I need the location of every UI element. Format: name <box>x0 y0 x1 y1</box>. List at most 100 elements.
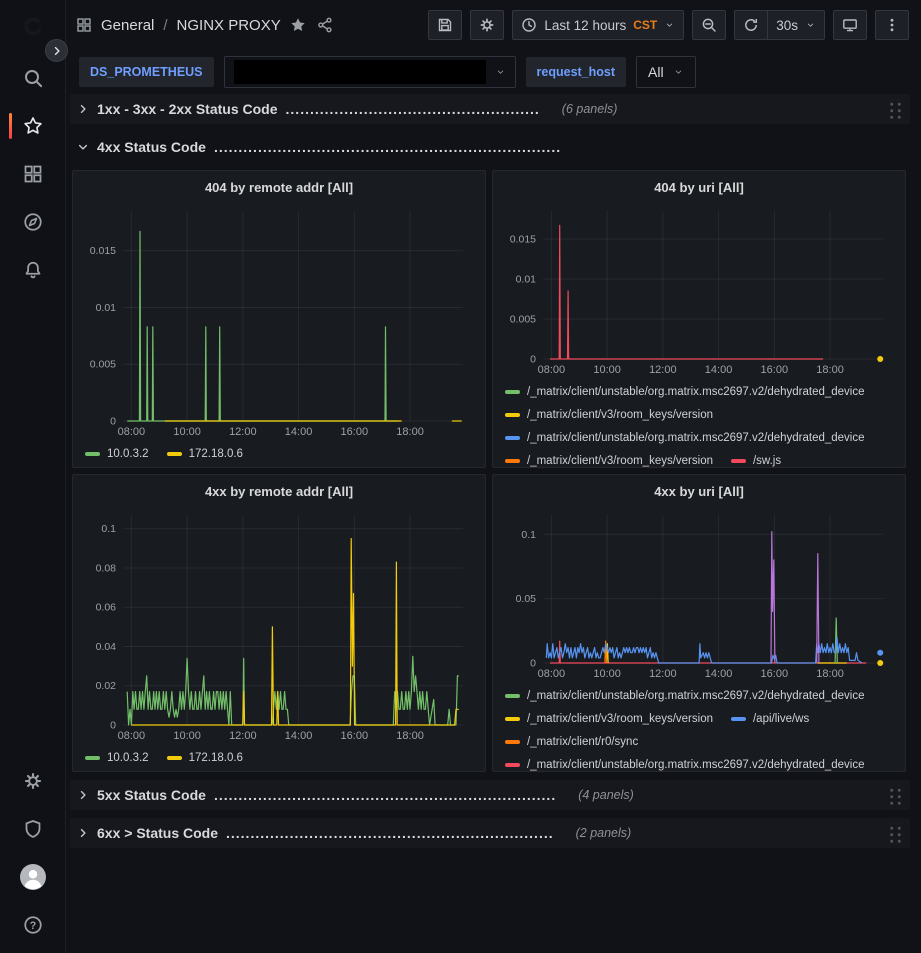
legend-item[interactable]: 172.18.0.6 <box>167 443 243 465</box>
panel-legend: 10.0.3.2 172.18.0.6 <box>81 745 477 769</box>
legend-swatch-icon <box>505 717 520 721</box>
save-dashboard-button[interactable] <box>428 10 462 40</box>
row-1xx-3xx-2xx[interactable]: 1xx - 3xx - 2xx Status Code ............… <box>70 94 910 124</box>
legend-swatch-icon <box>85 452 100 456</box>
sidebar-collapse-button[interactable] <box>45 39 68 62</box>
legend-label: /_matrix/client/unstable/org.matrix.msc2… <box>527 685 865 707</box>
legend-swatch-icon <box>505 740 520 744</box>
request-host-picker[interactable]: All <box>636 56 696 88</box>
variables-bar: DS_PROMETHEUS request_host All <box>67 50 921 94</box>
legend-swatch-icon <box>505 459 520 463</box>
sidebar-item-starred[interactable] <box>0 102 66 150</box>
legend-item[interactable]: /_matrix/client/unstable/org.matrix.msc2… <box>505 381 865 403</box>
row-5xx[interactable]: 5xx Status Code ........................… <box>70 780 910 810</box>
panel-title[interactable]: 404 by uri [All] <box>501 171 897 203</box>
svg-text:18:00: 18:00 <box>816 668 844 680</box>
datasource-picker[interactable] <box>224 56 516 88</box>
svg-text:10:00: 10:00 <box>173 730 201 742</box>
legend-item[interactable]: /_matrix/client/r0/sync <box>505 731 638 753</box>
time-range-picker[interactable]: Last 12 hours CST <box>512 10 684 40</box>
legend-item[interactable]: 10.0.3.2 <box>85 747 149 769</box>
legend-label: /_matrix/client/v3/room_keys/version <box>527 450 713 468</box>
chevron-right-icon <box>77 827 89 839</box>
sidebar-item-configuration[interactable] <box>0 757 66 805</box>
svg-text:0.08: 0.08 <box>96 562 117 574</box>
row-4xx[interactable]: 4xx Status Code ........................… <box>70 132 910 162</box>
panel-title[interactable]: 4xx by uri [All] <box>501 475 897 507</box>
legend-label: /sw.js <box>753 450 781 468</box>
chevron-down-icon <box>495 68 506 76</box>
breadcrumb-section[interactable]: General <box>101 17 154 34</box>
svg-text:14:00: 14:00 <box>285 730 313 742</box>
legend-swatch-icon <box>167 756 182 760</box>
grafana-logo[interactable] <box>17 10 49 42</box>
page-title: NGINX PROXY <box>177 17 281 34</box>
legend-item[interactable]: /_matrix/client/v3/room_keys/version <box>505 450 713 468</box>
panel-legend: 10.0.3.2 172.18.0.6 <box>81 441 477 465</box>
legend-item[interactable]: /_matrix/client/v3/room_keys/version <box>505 708 713 730</box>
sidebar-item-profile[interactable] <box>0 853 66 901</box>
svg-text:0: 0 <box>530 354 536 366</box>
clock-icon <box>521 17 537 33</box>
share-icon[interactable] <box>317 17 333 33</box>
time-series-chart[interactable]: 08:0010:0012:0014:0016:0018:0000.0050.01… <box>501 203 897 379</box>
tv-mode-button[interactable] <box>833 10 867 40</box>
legend-label: 172.18.0.6 <box>189 443 243 465</box>
magnifier-minus-icon <box>701 17 717 33</box>
panel-legend: /_matrix/client/unstable/org.matrix.msc2… <box>501 683 897 772</box>
svg-text:12:00: 12:00 <box>649 364 677 376</box>
legend-item[interactable]: /_matrix/client/v3/room_keys/version <box>505 404 713 426</box>
legend-item[interactable]: 10.0.3.2 <box>85 443 149 465</box>
panel-title[interactable]: 4xx by remote addr [All] <box>81 475 477 507</box>
drag-handle-icon[interactable] <box>887 823 902 843</box>
row-title: 4xx Status Code <box>97 139 206 155</box>
drag-handle-icon[interactable] <box>887 99 902 119</box>
legend-item[interactable]: /_matrix/client/unstable/org.matrix.msc2… <box>505 427 865 449</box>
more-options-button[interactable] <box>875 10 909 40</box>
legend-swatch-icon <box>505 763 520 767</box>
panel-404-by-uri: 404 by uri [All] 08:0010:0012:0014:0016:… <box>492 170 906 468</box>
refresh-button[interactable] <box>734 10 767 40</box>
legend-item[interactable]: /_matrix/client/unstable/org.matrix.msc2… <box>505 685 865 707</box>
shield-icon <box>23 819 43 839</box>
legend-label: /_matrix/client/unstable/org.matrix.msc2… <box>527 381 865 403</box>
svg-text:18:00: 18:00 <box>396 730 424 742</box>
time-series-chart[interactable]: 08:0010:0012:0014:0016:0018:0000.0050.01… <box>81 203 477 441</box>
row-title: 6xx > Status Code <box>97 825 218 841</box>
time-series-chart[interactable]: 08:0010:0012:0014:0016:0018:0000.050.1 <box>501 507 897 683</box>
panel-title[interactable]: 404 by remote addr [All] <box>81 171 477 203</box>
refresh-interval-picker[interactable]: 30s <box>767 10 825 40</box>
sidebar <box>0 0 66 953</box>
legend-item[interactable]: 172.18.0.6 <box>167 747 243 769</box>
zoom-out-button[interactable] <box>692 10 726 40</box>
svg-text:0: 0 <box>110 720 116 732</box>
sidebar-item-alerting[interactable] <box>0 246 66 294</box>
dashboard-settings-button[interactable] <box>470 10 504 40</box>
row-6xx[interactable]: 6xx > Status Code ......................… <box>70 818 910 848</box>
svg-text:0.05: 0.05 <box>516 593 537 605</box>
legend-item[interactable]: /_matrix/client/unstable/org.matrix.msc2… <box>505 754 865 772</box>
kebab-icon <box>884 17 900 33</box>
sidebar-bottom-nav <box>0 757 66 953</box>
refresh-group: 30s <box>734 10 825 40</box>
panel-legend: /_matrix/client/unstable/org.matrix.msc2… <box>501 379 897 468</box>
gear-icon <box>23 771 43 791</box>
legend-label: 10.0.3.2 <box>107 443 149 465</box>
sidebar-item-help[interactable] <box>0 901 66 949</box>
sidebar-item-explore[interactable] <box>0 198 66 246</box>
sidebar-item-server-admin[interactable] <box>0 805 66 853</box>
favorite-star-icon[interactable] <box>290 17 306 33</box>
time-series-chart[interactable]: 08:0010:0012:0014:0016:0018:0000.020.040… <box>81 507 477 745</box>
refresh-icon <box>743 17 759 33</box>
drag-handle-icon[interactable] <box>887 785 902 805</box>
legend-swatch-icon <box>505 694 520 698</box>
legend-item[interactable]: /sw.js <box>731 450 781 468</box>
sidebar-item-dashboards[interactable] <box>0 150 66 198</box>
chevron-right-icon <box>51 45 63 57</box>
timezone-label: CST <box>633 18 657 32</box>
svg-text:18:00: 18:00 <box>396 426 424 438</box>
legend-swatch-icon <box>85 756 100 760</box>
legend-label: 10.0.3.2 <box>107 747 149 769</box>
legend-item[interactable]: /api/live/ws <box>731 708 809 730</box>
search-icon <box>23 68 43 88</box>
